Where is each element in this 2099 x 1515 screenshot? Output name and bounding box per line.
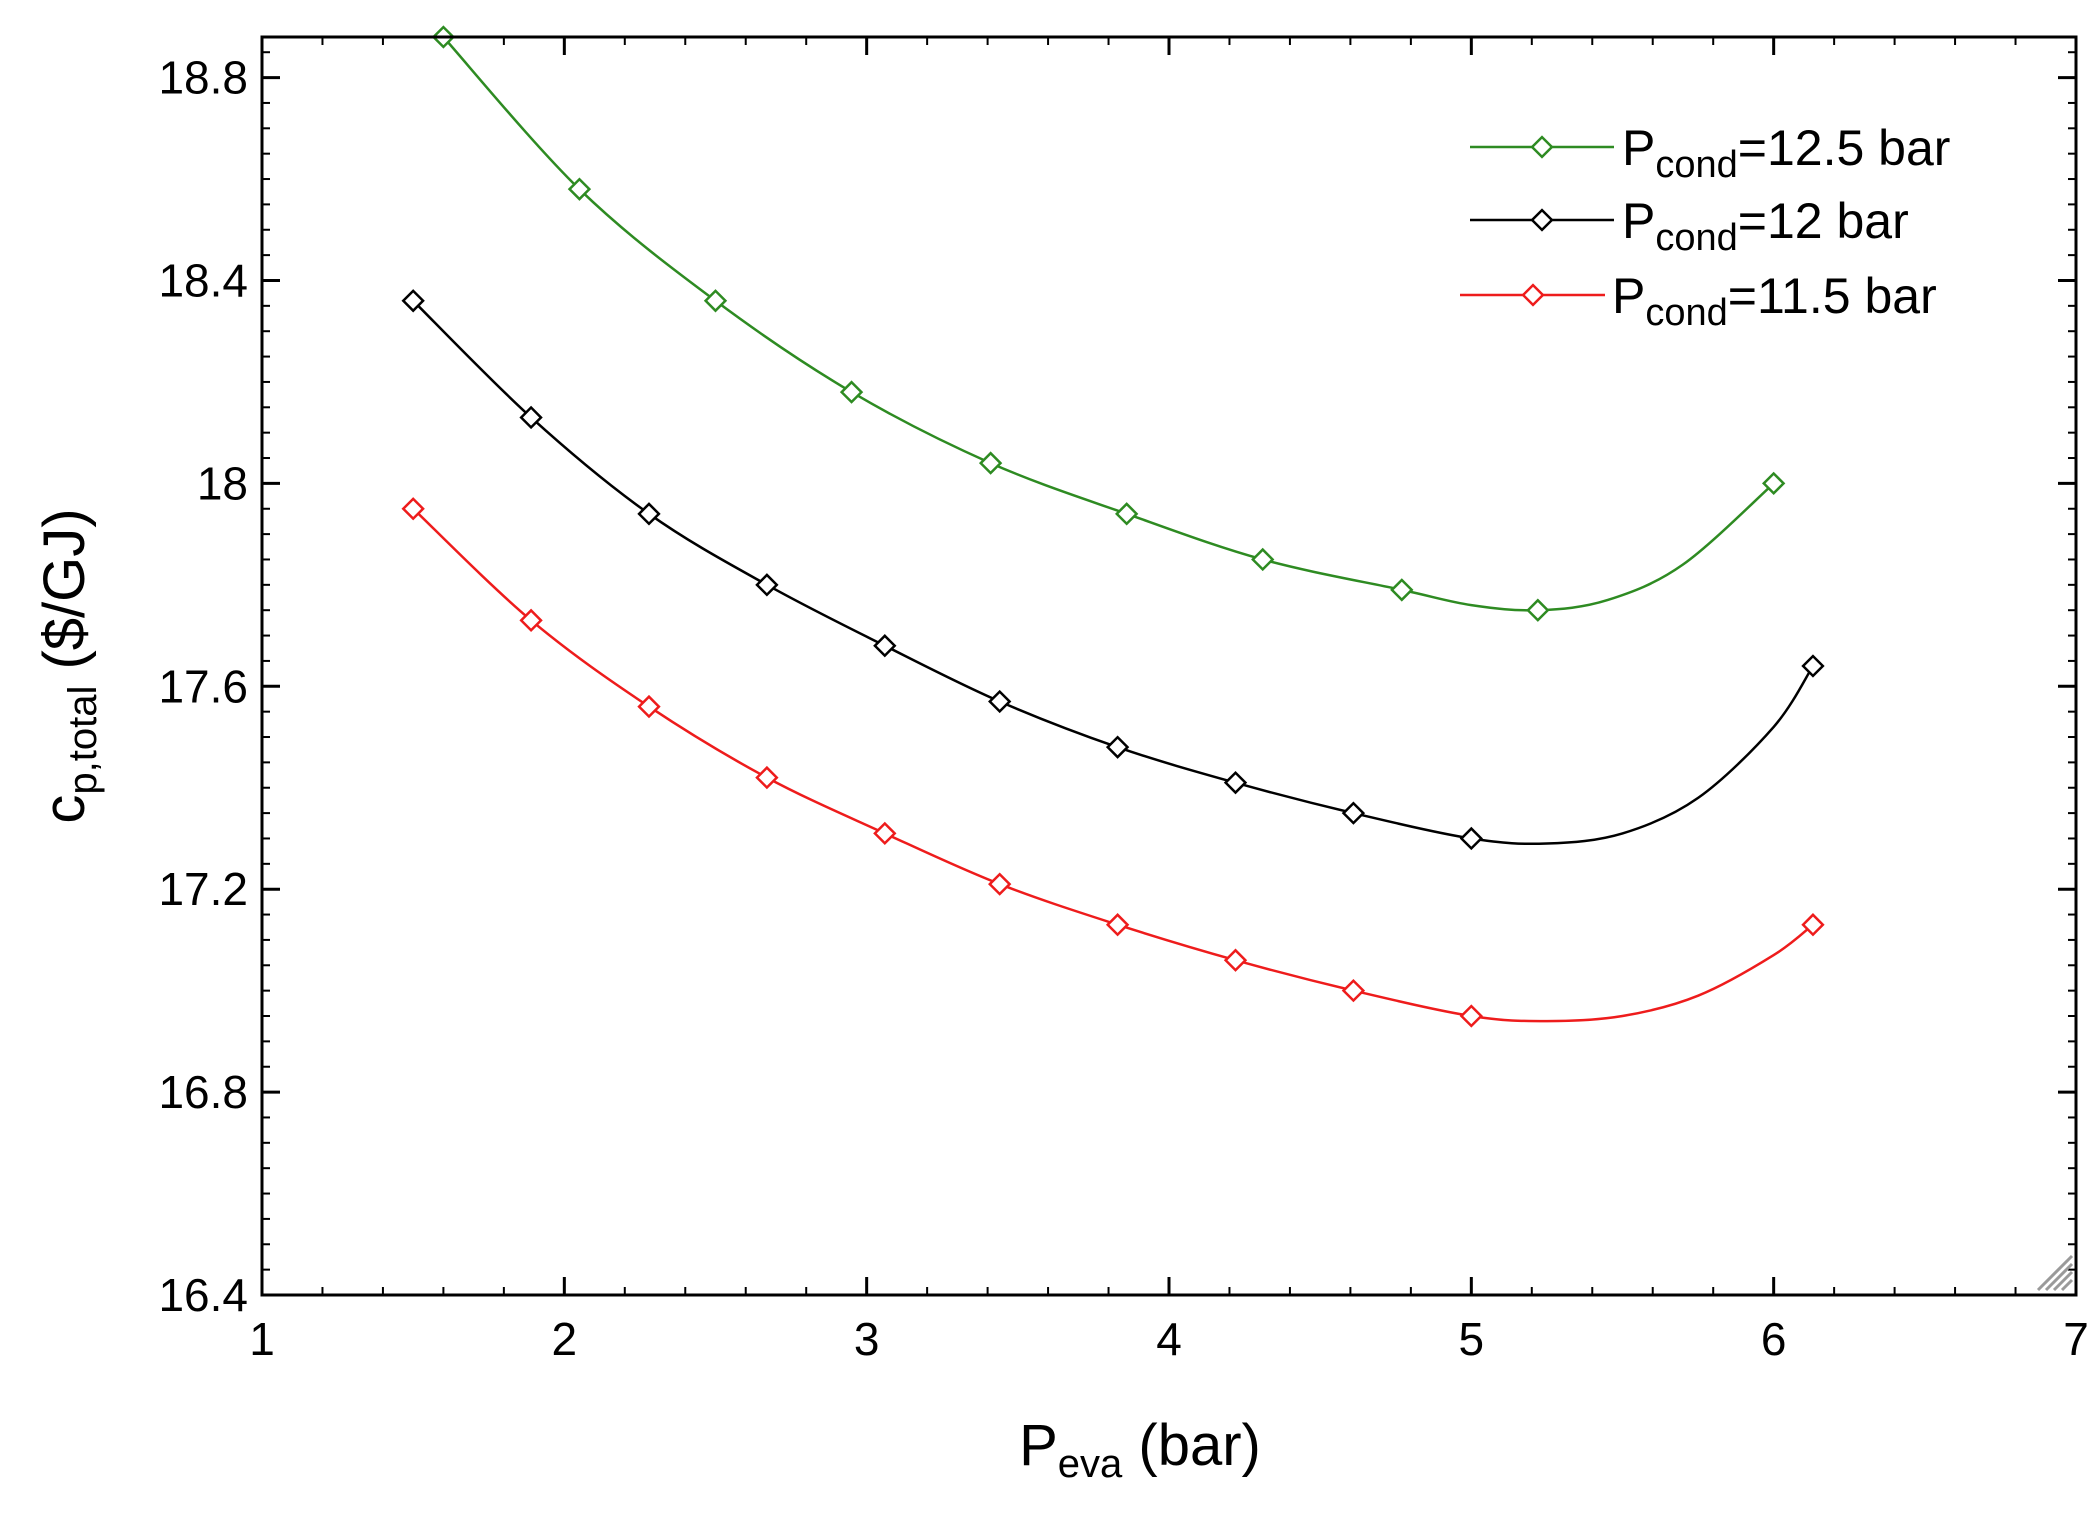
legend-entry-2: Pcond=11.5 bar	[1460, 268, 1937, 334]
legend-entry-0: Pcond=12.5 bar	[1470, 120, 1950, 186]
x-axis-title-main: P	[1019, 1413, 1058, 1478]
series-1-point-6	[1105, 735, 1130, 759]
y-tick-labels: 16.4 16.8 17.2 17.6 18 18.4 18.8	[158, 52, 248, 1321]
x-axis-title: Peva (bar)	[1019, 1413, 1261, 1486]
y-axis-title: cp,total ($/GJ)	[32, 508, 105, 823]
series-2-point-1	[519, 608, 543, 633]
series-markers	[401, 25, 1825, 1028]
plot-frame	[260, 35, 2078, 1297]
series-2-point-0	[401, 497, 425, 521]
legend-marker-0	[1530, 135, 1554, 159]
legend-label-2-rest: =11.5 bar	[1728, 268, 1937, 324]
series-2-point-9	[1459, 1004, 1484, 1028]
series-0-point-5	[1115, 502, 1139, 526]
series-2-point-10	[1801, 913, 1825, 937]
series-1-point-3	[755, 573, 779, 597]
legend-label-0-sub: cond	[1655, 144, 1737, 186]
x-tick-label-4: 5	[1459, 1313, 1485, 1365]
series-1-point-5	[988, 689, 1012, 714]
y-tick-label-6: 18.8	[158, 52, 248, 104]
series-1-point-7	[1223, 771, 1248, 795]
legend-label-2-main: P	[1612, 268, 1645, 324]
series-1-point-0	[401, 289, 425, 313]
legend-marker-1	[1530, 208, 1554, 232]
x-tick-labels: 1 2 3 4 5 6 7	[249, 1313, 2089, 1365]
series-2-point-6	[1105, 913, 1130, 937]
y-tick-label-1: 16.8	[158, 1066, 248, 1118]
series-0-point-9	[1761, 471, 1786, 496]
series-2-point-2	[637, 694, 661, 719]
legend: Pcond=12.5 bar Pcond=12 bar Pcond=11.5 b…	[1460, 120, 1950, 334]
x-axis-title-rest: (bar)	[1122, 1413, 1261, 1478]
x-tick-label-5: 6	[1761, 1313, 1787, 1365]
x-tick-label-1: 2	[552, 1313, 578, 1365]
series-0-point-4	[978, 451, 1003, 475]
series-0-point-2	[703, 289, 728, 313]
series-2-point-3	[755, 765, 779, 790]
legend-label-2: Pcond=11.5 bar	[1612, 268, 1937, 334]
series-1-point-8	[1341, 801, 1366, 825]
series-1-point-2	[637, 502, 661, 526]
x-tick-label-6: 7	[2063, 1313, 2089, 1365]
series-1-point-9	[1459, 826, 1484, 851]
y-tick-label-4: 18	[197, 457, 248, 509]
y-tick-label-0: 16.4	[158, 1269, 248, 1321]
series-2-point-4	[873, 821, 897, 846]
x-tick-label-0: 1	[249, 1313, 275, 1365]
legend-marker-2	[1521, 283, 1545, 307]
legend-label-1: Pcond=12 bar	[1622, 193, 1909, 259]
series-2-point-5	[988, 872, 1012, 896]
series-0-point-1	[567, 177, 592, 201]
y-axis-title-sub: p,total	[61, 686, 105, 795]
y-axis-title-main: c	[32, 795, 97, 824]
y-axis-title-rest: ($/GJ)	[32, 508, 97, 685]
series-0-point-8	[1526, 598, 1550, 622]
resize-grip-icon[interactable]	[2036, 1254, 2074, 1292]
x-axis-title-sub: eva	[1058, 1442, 1123, 1486]
series-0-point-6	[1251, 547, 1275, 572]
series-1-point-1	[519, 405, 543, 430]
legend-entry-1: Pcond=12 bar	[1470, 193, 1909, 259]
series-2-point-8	[1341, 978, 1366, 1003]
series-0-point-3	[839, 380, 864, 404]
y-tick-label-3: 17.6	[158, 660, 248, 712]
series-2-point-7	[1223, 948, 1248, 972]
x-tick-label-2: 3	[854, 1313, 880, 1365]
legend-label-1-sub: cond	[1655, 217, 1737, 259]
series-0-point-7	[1390, 578, 1414, 602]
legend-label-0-rest: =12.5 bar	[1738, 120, 1951, 176]
series-line-0	[442, 36, 1775, 612]
series-1-point-10	[1801, 654, 1825, 678]
y-tick-label-5: 18.4	[158, 254, 248, 306]
legend-label-1-rest: =12 bar	[1738, 193, 1909, 249]
legend-label-0: Pcond=12.5 bar	[1622, 120, 1950, 186]
series-1-point-4	[873, 634, 897, 658]
legend-label-0-main: P	[1622, 120, 1655, 176]
legend-label-1-main: P	[1622, 193, 1655, 249]
legend-label-2-sub: cond	[1645, 292, 1727, 334]
x-tick-label-3: 4	[1156, 1313, 1182, 1365]
y-tick-label-2: 17.2	[158, 863, 248, 915]
